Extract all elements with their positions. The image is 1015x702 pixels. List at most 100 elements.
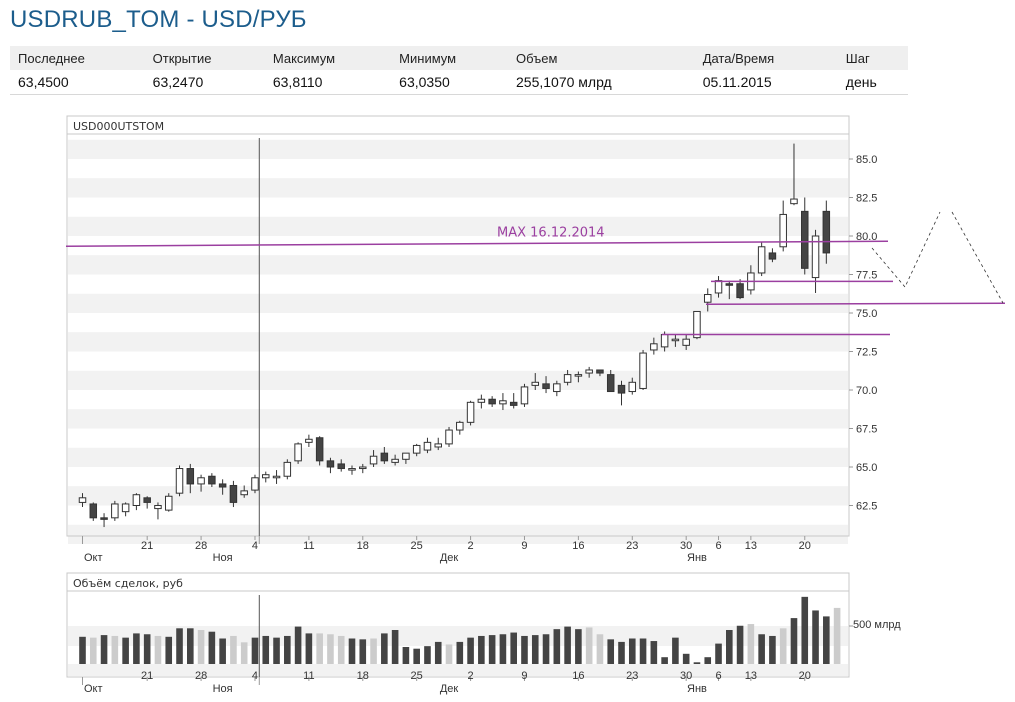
volume-chart: Объём сделок, руб 500 млрд 21 28 4 11 18 25 2 9… <box>66 572 901 695</box>
price-ytick-label: 65.0 <box>856 462 877 474</box>
volume-bar <box>693 662 701 664</box>
candle-body <box>445 429 453 445</box>
volume-bar <box>510 632 517 664</box>
volume-xtick-label: 21 <box>141 670 153 682</box>
candle-body <box>639 352 647 389</box>
candle-body <box>714 280 723 294</box>
volume-bar <box>413 648 420 664</box>
price-month-label: Янв <box>687 552 707 564</box>
volume-chart-title: Объём сделок, руб <box>73 577 183 590</box>
price-xtick-label: 21 <box>141 540 153 552</box>
volume-bar <box>747 624 755 664</box>
volume-xtick-label: 13 <box>745 670 757 682</box>
candle-body <box>585 369 593 374</box>
candle <box>768 248 777 263</box>
header-datetime: Дата/Время <box>694 46 838 70</box>
volume-bar <box>359 639 367 664</box>
volume-xtick-label: 11 <box>303 670 314 682</box>
candle <box>315 436 324 466</box>
candle-body <box>229 484 238 503</box>
volume-bar <box>672 637 679 664</box>
candle <box>78 493 87 508</box>
candle <box>596 369 604 377</box>
candle-body <box>456 421 464 431</box>
candle-body <box>208 475 216 485</box>
max-level-label: MAX 16.12.2014 <box>497 226 605 241</box>
price-xtick-label: 2 <box>468 540 474 552</box>
candle <box>434 437 442 451</box>
volume-xtick-label: 28 <box>195 670 207 682</box>
value-last: 63,4500 <box>10 70 145 95</box>
candle <box>164 493 173 512</box>
volume-bar <box>542 634 550 664</box>
price-month-label: Окт <box>84 552 103 564</box>
candle <box>412 443 421 457</box>
value-low: 63,0350 <box>391 70 509 95</box>
price-xtick-label: 18 <box>357 540 369 552</box>
candle-body <box>520 386 529 405</box>
candle-body <box>779 213 787 248</box>
volume-bar <box>715 643 722 664</box>
volume-bar <box>456 641 464 664</box>
candle-body <box>294 443 302 462</box>
header-last: Последнее <box>10 46 145 70</box>
value-volume: 255,1070 млрд <box>508 70 695 95</box>
volume-bar <box>327 634 334 664</box>
volume-bar <box>531 635 539 664</box>
candle-body <box>650 343 658 351</box>
volume-bar <box>176 628 183 664</box>
volume-bar <box>521 635 528 664</box>
volume-xtick-label: 16 <box>572 670 584 682</box>
candle-body <box>369 455 378 465</box>
candle <box>121 502 130 517</box>
header-volume: Объем <box>508 46 695 70</box>
candle <box>466 400 475 426</box>
price-xtick-label: 30 <box>680 540 692 552</box>
page-title: USDRUB_TOM - USD/РУБ <box>10 6 307 33</box>
price-grid-band <box>68 216 848 236</box>
volume-xtick-label: 2 <box>468 670 474 682</box>
candle <box>391 454 399 466</box>
value-datetime: 05.11.2015 <box>694 70 838 95</box>
candle-body <box>283 461 292 477</box>
volume-bar <box>553 629 561 664</box>
candle-body <box>89 503 98 519</box>
candle-body <box>132 494 141 507</box>
candle <box>456 420 464 435</box>
support-line-2 <box>705 302 1006 306</box>
price-ytick-label: 82.5 <box>856 193 877 205</box>
volume-bar <box>564 626 571 664</box>
candle-body <box>78 497 87 503</box>
price-xtick-label: 13 <box>745 540 757 552</box>
volume-bar <box>736 625 744 664</box>
price-xtick-label: 11 <box>303 540 314 552</box>
candle-body <box>531 381 540 386</box>
volume-bar <box>618 641 625 664</box>
candle <box>186 463 195 494</box>
price-xtick-label: 4 <box>252 540 258 552</box>
volume-bar <box>402 647 410 664</box>
candle-body <box>606 374 615 393</box>
volume-bar <box>467 637 474 664</box>
candle-body <box>434 443 442 448</box>
candle-body <box>197 477 205 485</box>
candle <box>650 337 658 355</box>
price-xtick-label: 25 <box>411 540 423 552</box>
candle-body <box>628 381 637 393</box>
candle <box>757 242 766 277</box>
volume-bar <box>240 642 248 664</box>
candle <box>423 437 432 454</box>
volume-month-label: Ноя <box>213 683 233 695</box>
candle <box>143 496 151 509</box>
volume-bar <box>122 637 129 664</box>
candle-body <box>768 252 777 260</box>
volume-bar <box>79 636 86 664</box>
volume-bar <box>790 618 798 664</box>
volume-bar <box>89 637 97 664</box>
candle <box>714 276 723 298</box>
candle <box>262 471 270 483</box>
volume-bar <box>596 634 604 664</box>
price-ytick-label: 67.5 <box>856 424 877 436</box>
candle-body <box>790 198 798 205</box>
price-ytick-label: 85.0 <box>856 154 877 166</box>
